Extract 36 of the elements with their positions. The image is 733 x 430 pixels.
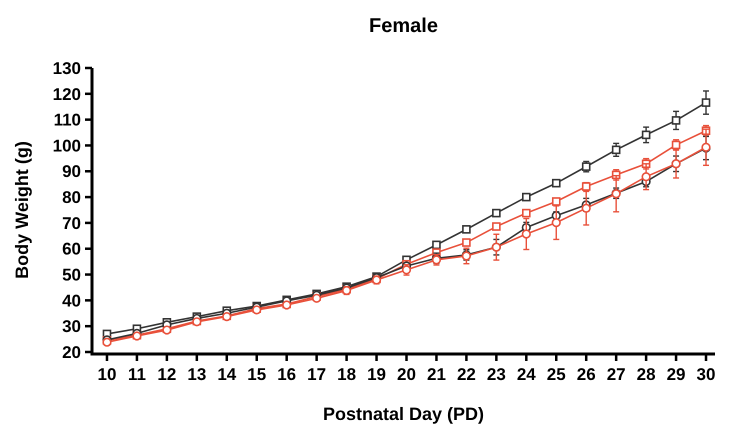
y-axis-title: Body Weight (g): [12, 141, 32, 279]
y-tick-label: 60: [62, 240, 81, 259]
y-tick-label: 90: [62, 162, 81, 182]
x-tick-label: 14: [217, 365, 237, 384]
x-tick-label: 27: [606, 365, 626, 384]
y-tick-label: 110: [54, 110, 81, 130]
x-tick-label: 17: [307, 365, 326, 384]
x-tick-label: 13: [187, 365, 206, 384]
x-tick-label: 30: [696, 365, 716, 384]
y-tick-label: 70: [62, 214, 81, 233]
y-tick-label: 100: [52, 136, 81, 156]
x-tick-label: 22: [456, 365, 476, 384]
y-tick-label: 130: [52, 58, 81, 78]
y-tick-label: 50: [62, 265, 81, 284]
chart-title: Female: [369, 15, 438, 37]
x-tick-label: 23: [486, 365, 506, 384]
y-tick-label: 80: [62, 188, 81, 208]
x-axis-title: Postnatal Day (PD): [322, 404, 484, 424]
y-tick-label: 40: [62, 291, 81, 310]
x-tick-label: 24: [516, 365, 536, 384]
x-tick-label: 25: [546, 365, 566, 384]
x-tick-label: 18: [337, 365, 356, 384]
x-tick-label: 28: [636, 365, 656, 384]
x-tick-label: 10: [98, 365, 116, 384]
x-tick-label: 21: [426, 365, 446, 384]
y-tick-label: 30: [62, 317, 81, 336]
x-tick-label: 16: [277, 365, 296, 384]
x-tick-label: 20: [397, 365, 416, 384]
x-tick-label: 29: [666, 365, 686, 384]
x-tick-label: 15: [247, 365, 266, 384]
x-tick-label: 19: [367, 365, 386, 384]
y-tick-label: 20: [62, 342, 81, 362]
y-tick-label: 120: [52, 84, 81, 104]
x-tick-label: 26: [576, 365, 596, 384]
x-tick-label: 11: [128, 365, 146, 384]
x-tick-label: 12: [157, 365, 176, 384]
